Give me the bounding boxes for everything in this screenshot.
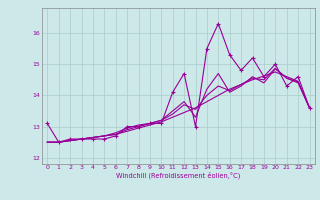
X-axis label: Windchill (Refroidissement éolien,°C): Windchill (Refroidissement éolien,°C) <box>116 172 241 179</box>
